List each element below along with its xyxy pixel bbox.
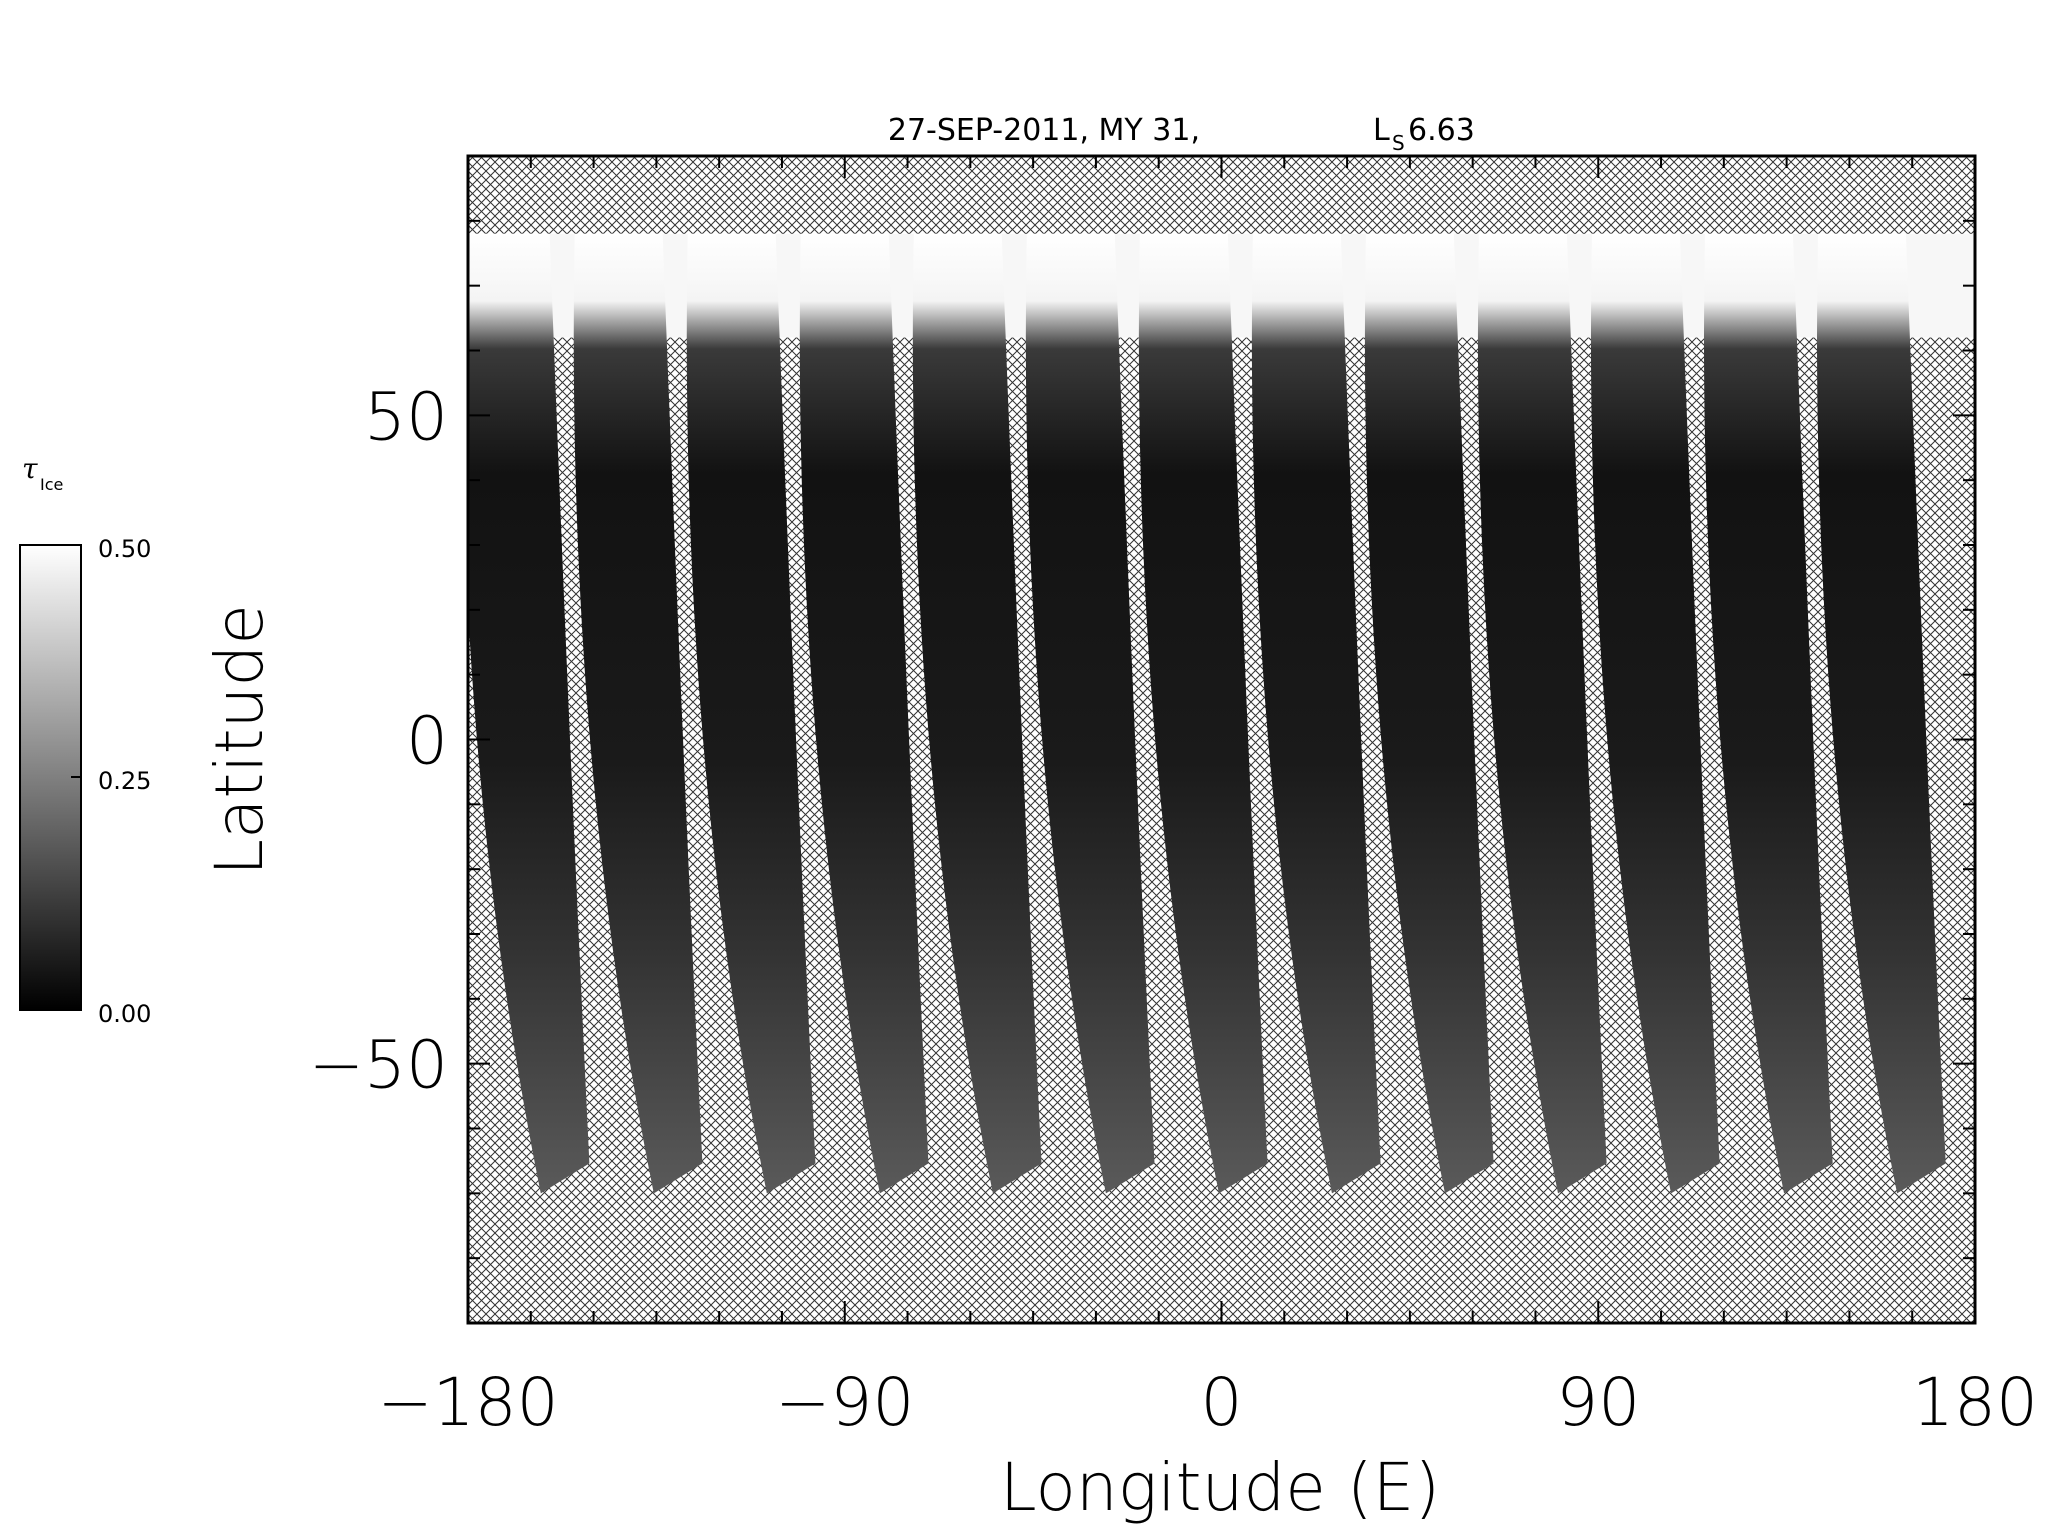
plot-area: [466, 154, 1977, 1325]
y-tick-label: 0: [406, 703, 448, 780]
title-ls-symbol: L: [1373, 113, 1390, 148]
colorbar: τ Ice 0.50 0.25 0.00: [19, 452, 151, 1028]
x-tick-label: −180: [377, 1364, 558, 1441]
title-date: 27-SEP-2011, MY 31,: [888, 113, 1200, 148]
x-tick-label: 180: [1912, 1364, 2038, 1441]
y-tick-label: 50: [364, 378, 448, 455]
x-tick-label: −90: [775, 1364, 914, 1441]
orbit-swath: [1590, 233, 1720, 1194]
colorbar-tick-label-mid: 0.25: [98, 767, 151, 795]
orbit-swath: [1477, 233, 1607, 1194]
colorbar-title: τ: [22, 452, 38, 485]
colorbar-title-subscript: Ice: [40, 475, 63, 494]
orbit-swath: [1703, 233, 1833, 1194]
orbit-swath: [799, 233, 929, 1194]
orbit-swath: [1138, 233, 1268, 1194]
x-axis-label: Longitude (E): [1000, 1449, 1440, 1526]
orbit-swath: [1025, 233, 1155, 1194]
x-tick-label: 0: [1201, 1364, 1243, 1441]
colorbar-tick-label-min: 0.00: [98, 1000, 151, 1028]
chart-title: 27-SEP-2011, MY 31, L S 6.63: [888, 113, 1475, 155]
title-ls-value: 6.63: [1408, 113, 1475, 148]
colorbar-gradient: [19, 544, 82, 1011]
y-tick-label: −50: [309, 1027, 448, 1104]
orbit-swath: [1251, 233, 1381, 1194]
orbit-swaths: [468, 233, 1946, 1194]
colorbar-tick-label-max: 0.50: [98, 535, 151, 563]
orbit-swath: [468, 233, 590, 1194]
orbit-swath: [912, 233, 1042, 1194]
x-tick-labels: −180 −90 0 90 180: [377, 1364, 2038, 1441]
y-tick-labels: −50 0 50: [309, 378, 448, 1103]
orbit-swath: [573, 233, 703, 1194]
title-ls-subscript: S: [1392, 131, 1405, 155]
y-axis-label: Latitude: [201, 604, 278, 876]
axis-ticks: [467, 155, 1976, 1324]
orbit-swath: [686, 233, 816, 1194]
orbit-swath: [1817, 233, 1946, 1194]
x-tick-label: 90: [1556, 1364, 1640, 1441]
orbit-swath: [1364, 233, 1494, 1194]
